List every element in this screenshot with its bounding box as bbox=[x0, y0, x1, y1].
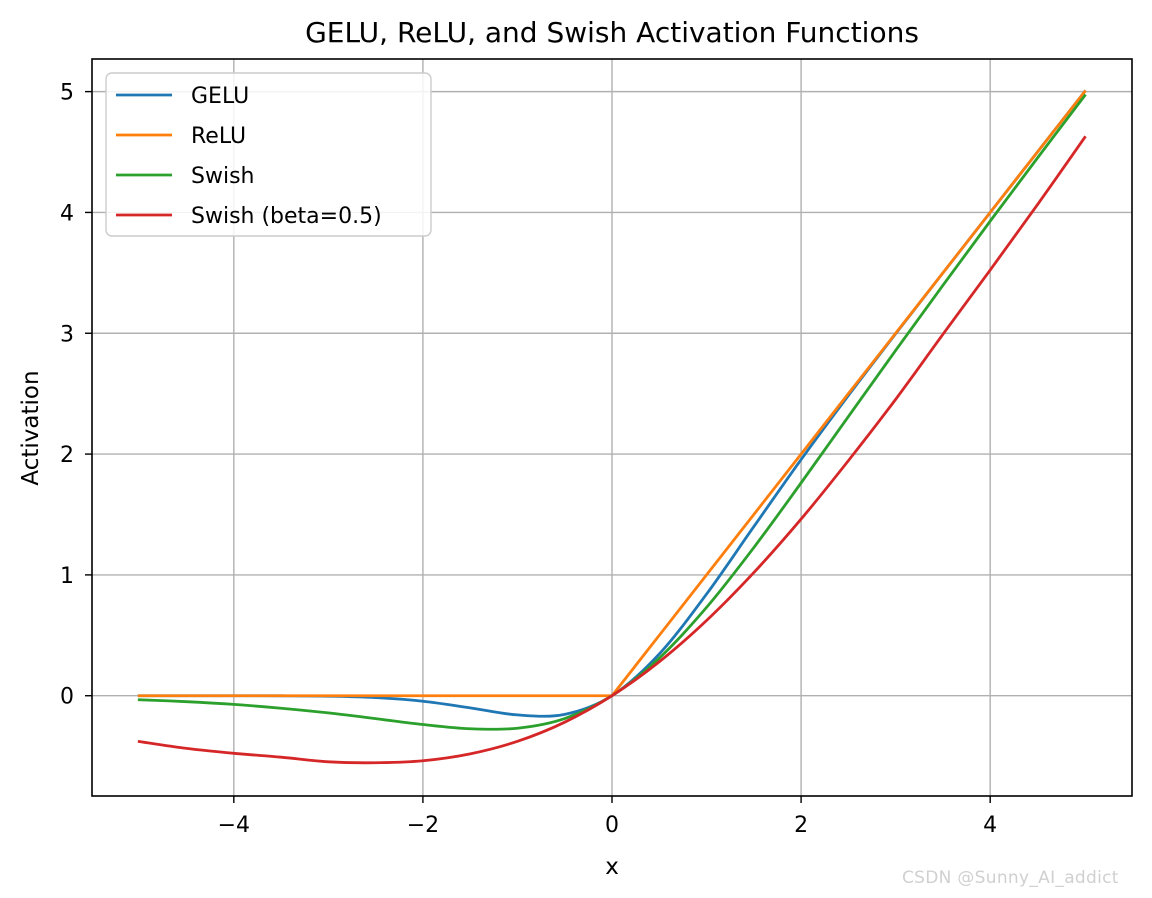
legend: GELU ReLU Swish Swish (beta=0.5) bbox=[105, 72, 432, 237]
gridlines bbox=[92, 59, 1132, 796]
x-tick-label: −4 bbox=[218, 813, 250, 838]
watermark-csdn: CSDN @Sunny_AI_addict bbox=[902, 868, 1119, 888]
x-axis-ticks: −4 −2 0 2 4 bbox=[218, 796, 997, 838]
y-tick-label: 3 bbox=[60, 322, 74, 347]
series-lines bbox=[137, 89, 1087, 765]
y-axis-ticks: 0 1 2 3 4 5 bbox=[60, 81, 92, 710]
legend-label-relu: ReLU bbox=[191, 124, 246, 149]
legend-label-swish: Swish bbox=[191, 164, 254, 189]
legend-label-gelu: GELU bbox=[191, 84, 249, 109]
x-tick-label: 4 bbox=[983, 813, 997, 838]
y-tick-label: 5 bbox=[60, 81, 74, 106]
series-line-swish-beta-0-5 bbox=[137, 135, 1087, 765]
y-tick-label: 0 bbox=[60, 685, 74, 710]
y-axis-label: Activation bbox=[18, 370, 44, 485]
x-tick-label: 2 bbox=[794, 813, 808, 838]
legend-label-swish-beta-0-5: Swish (beta=0.5) bbox=[191, 204, 382, 229]
x-tick-label: −2 bbox=[407, 813, 439, 838]
x-axis-label: x bbox=[605, 854, 619, 880]
x-tick-label: 0 bbox=[605, 813, 619, 838]
watermark-juejin: 掘金技术社区 @ Himon bbox=[860, 850, 1074, 872]
legend-box bbox=[105, 72, 432, 237]
y-tick-label: 2 bbox=[60, 443, 74, 468]
y-tick-label: 4 bbox=[60, 201, 74, 226]
y-tick-label: 1 bbox=[60, 564, 74, 589]
chart-title: GELU, ReLU, and Swish Activation Functio… bbox=[305, 16, 919, 49]
